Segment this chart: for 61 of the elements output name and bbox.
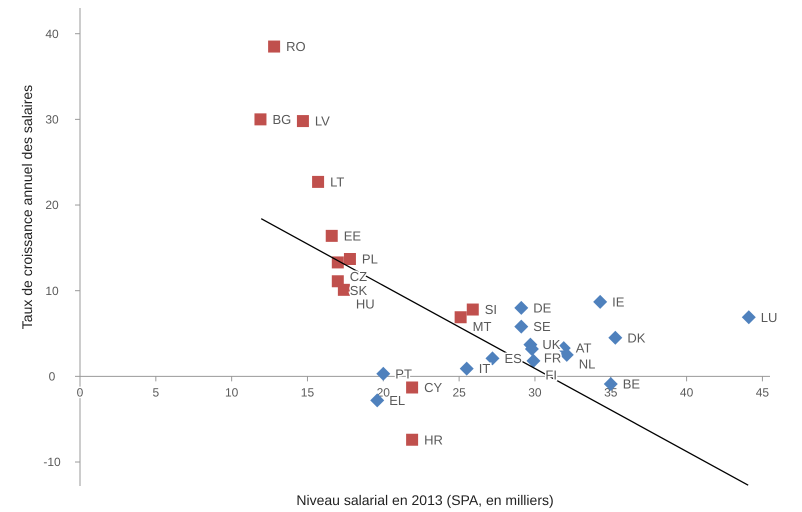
- annotation: DK: [627, 330, 646, 346]
- x-tick-label: 10: [224, 385, 239, 400]
- x-tick-label: 30: [528, 385, 542, 400]
- annotation: BE: [622, 376, 640, 392]
- x-axis-title: Niveau salarial en 2013 (SPA, en milliers): [296, 492, 554, 508]
- annotation: HU: [356, 296, 375, 312]
- annotation: SE: [533, 319, 551, 334]
- annotation: NL: [578, 356, 596, 372]
- point: [326, 230, 338, 242]
- annotation: IE: [612, 294, 625, 310]
- annotation: SI: [484, 302, 498, 318]
- annotation: IT: [478, 361, 490, 376]
- annotation: CY: [424, 380, 442, 396]
- point: [312, 176, 324, 188]
- point: [514, 300, 528, 315]
- point: [376, 366, 390, 381]
- x-tick-label: 40: [680, 385, 694, 400]
- point: [406, 434, 418, 446]
- annotation: CZ: [350, 268, 368, 284]
- point: [466, 304, 479, 316]
- y-tick-label: 0: [48, 370, 56, 384]
- point: [514, 320, 528, 334]
- annotation: UK: [542, 337, 561, 352]
- point: [460, 362, 474, 376]
- annotation: MT: [472, 318, 492, 334]
- point: [296, 115, 309, 128]
- x-tick-label: 35: [604, 385, 618, 400]
- point: [406, 381, 418, 394]
- point: [593, 294, 608, 309]
- x-tick-label: 45: [756, 385, 770, 400]
- point: [268, 40, 280, 53]
- point: [526, 354, 540, 368]
- y-tick-label: -10: [43, 455, 61, 470]
- x-tick-label: 5: [152, 385, 160, 400]
- annotation: AT: [576, 340, 592, 356]
- point: [254, 113, 266, 126]
- annotation: LU: [760, 310, 778, 325]
- point: [742, 310, 756, 324]
- point: [485, 351, 500, 366]
- annotation: SK: [350, 282, 368, 298]
- x-tick-label: 25: [452, 385, 466, 400]
- point: [454, 311, 467, 324]
- annotation: BG: [272, 112, 292, 127]
- point: [608, 330, 622, 345]
- annotation: LT: [330, 174, 344, 190]
- point: [338, 284, 350, 296]
- annotation: HR: [424, 432, 443, 448]
- annotation: DE: [533, 300, 552, 316]
- annotation: LV: [314, 114, 330, 129]
- y-tick-label: 10: [45, 284, 59, 298]
- y-axis-title: Taux de croissance annuel des salaires: [19, 84, 35, 330]
- annotation: PL: [362, 252, 378, 267]
- annotation: EL: [389, 392, 406, 408]
- annotation: RO: [286, 39, 306, 54]
- y-tick-label: 40: [45, 26, 59, 41]
- annotation: FR: [544, 350, 562, 366]
- x-tick-label: 15: [300, 385, 314, 400]
- point: [344, 252, 356, 265]
- y-tick-label: 20: [45, 198, 59, 212]
- y-tick-label: 30: [45, 112, 59, 127]
- annotation: EE: [344, 228, 362, 244]
